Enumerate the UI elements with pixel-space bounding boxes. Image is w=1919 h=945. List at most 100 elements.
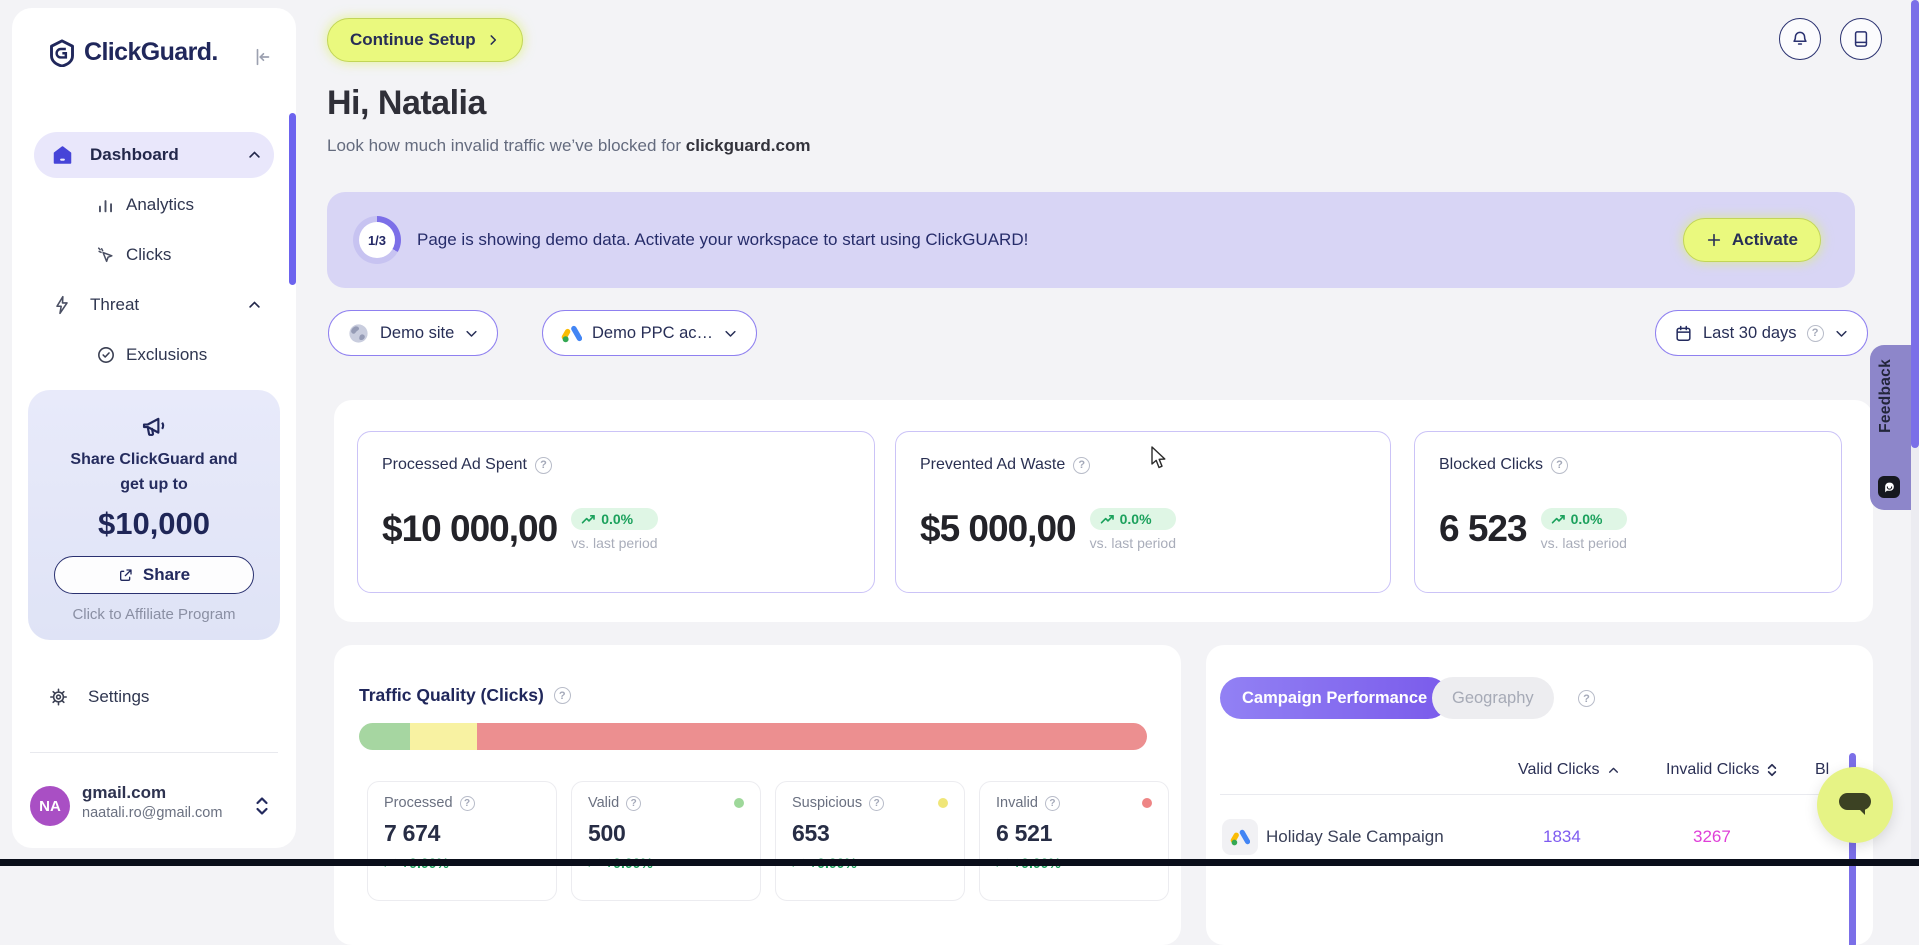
sidebar-item-analytics[interactable]: Analytics [12, 182, 296, 228]
metric-card-invalid: Invalid? 6 521 +0.00% [979, 781, 1169, 901]
lightning-icon [52, 295, 72, 315]
account-menu[interactable]: NA gmail.com naatali.ro@gmail.com [12, 778, 296, 834]
bar-chart-icon [96, 196, 115, 215]
sidebar-item-label: Settings [88, 687, 150, 706]
sidebar-item-dashboard[interactable]: Dashboard [12, 132, 296, 178]
traffic-quality-stacked-bar [359, 723, 1147, 750]
banner-message: Page is showing demo data. Activate your… [417, 230, 1029, 249]
external-link-icon [118, 567, 134, 583]
campaign-name: Holiday Sale Campaign [1266, 827, 1444, 846]
chevron-down-icon [1834, 326, 1849, 341]
campaign-performance-panel: Campaign Performance Geography ? Valid C… [1206, 645, 1873, 945]
site-filter-dropdown[interactable]: Demo site [328, 310, 499, 356]
ppc-account-filter-dropdown[interactable]: Demo PPC ac… [542, 310, 758, 356]
metric-value: 6 521 [996, 820, 1053, 846]
logo: ClickGuard. [48, 38, 218, 67]
logo-text: ClickGuard. [84, 38, 218, 66]
metric-label: Valid [588, 795, 620, 811]
click-cursor-icon [96, 246, 115, 265]
chevron-right-icon [486, 33, 500, 47]
tab-geography[interactable]: Geography [1432, 677, 1554, 719]
chat-launcher-button[interactable] [1817, 767, 1893, 843]
share-button[interactable]: Share [54, 555, 254, 594]
kpi-caption: vs. last period [1089, 535, 1176, 551]
kpi-value: $10 000,00 [382, 508, 558, 549]
kpi-change-badge: 0.0% [1089, 508, 1176, 530]
kpi-change-badge: 0.0% [571, 508, 658, 530]
affiliate-promo-card[interactable]: Share ClickGuard and get up to $10,000 S… [28, 390, 280, 640]
feedback-tab-label: Feedback [1877, 359, 1894, 433]
kpi-change-badge: 0.0% [1540, 508, 1627, 530]
account-email: naatali.ro@gmail.com [82, 805, 223, 821]
kpi-panel: Processed Ad Spent? $10 000,00 0.0% vs. … [334, 400, 1873, 622]
kpi-title: Processed Ad Spent [382, 456, 527, 473]
metric-label: Processed [384, 795, 453, 811]
setup-progress-label: 1/3 [359, 222, 395, 258]
sidebar-item-settings[interactable]: Settings [12, 674, 296, 720]
metric-value: 500 [588, 820, 626, 846]
megaphone-icon [28, 412, 280, 442]
date-range-dropdown[interactable]: Last 30 days ? [1655, 310, 1868, 356]
docs-button[interactable] [1840, 18, 1882, 60]
collapse-sidebar-icon[interactable] [252, 46, 274, 68]
help-icon[interactable]: ? [534, 456, 552, 474]
kpi-caption: vs. last period [571, 535, 658, 551]
sidebar-divider [30, 752, 278, 753]
metric-card-suspicious: Suspicious? 653 +0.00% [775, 781, 965, 901]
traffic-quality-title: Traffic Quality (Clicks) [359, 685, 544, 705]
traffic-quality-panel: Traffic Quality (Clicks) ? Processed? 7 … [334, 645, 1181, 945]
setup-progress-ring: 1/3 [353, 216, 401, 264]
feedback-tab[interactable]: Feedback [1870, 345, 1919, 510]
chevron-up-icon [247, 148, 262, 163]
page-title: Hi, Natalia [327, 84, 486, 122]
chevron-down-icon [464, 326, 479, 341]
invalid-clicks-value: 3267 [1693, 827, 1731, 846]
bottom-edge-bar [0, 859, 1919, 866]
help-icon[interactable]: ? [626, 795, 642, 811]
sort-both-icon [1766, 761, 1778, 779]
plus-icon [1706, 232, 1722, 248]
help-icon[interactable]: ? [1551, 456, 1569, 474]
clickguard-logo-icon [48, 38, 76, 67]
column-header-valid-clicks[interactable]: Valid Clicks [1518, 761, 1620, 779]
sidebar-item-exclusions[interactable]: Exclusions [12, 332, 296, 378]
share-button-label: Share [142, 564, 191, 584]
valid-dot [734, 798, 744, 808]
sidebar-item-threat[interactable]: Threat [12, 282, 296, 328]
gear-icon [48, 687, 69, 708]
help-icon[interactable]: ? [1806, 324, 1824, 342]
help-icon[interactable]: ? [553, 687, 571, 704]
page-scrollbar-thumb[interactable] [1911, 0, 1919, 448]
valid-clicks-value: 1834 [1543, 827, 1581, 846]
promo-headline: Share ClickGuard and get up to [70, 451, 238, 493]
activate-button[interactable]: Activate [1682, 218, 1821, 262]
help-icon[interactable]: ? [1044, 795, 1060, 811]
column-header-blocked-truncated[interactable]: Bl [1815, 761, 1830, 778]
segment-valid [359, 723, 411, 750]
book-icon [1851, 29, 1871, 49]
chevron-up-icon [247, 298, 262, 313]
continue-setup-button[interactable]: Continue Setup [327, 18, 523, 62]
kpi-caption: vs. last period [1540, 535, 1627, 551]
sidebar-item-label: Clicks [126, 245, 172, 264]
help-icon[interactable]: ? [869, 795, 885, 811]
kpi-value: $5 000,00 [920, 508, 1077, 549]
active-nav-pill [34, 132, 274, 178]
kpi-title: Blocked Clicks [1439, 456, 1544, 473]
site-filter-value: Demo site [380, 323, 455, 342]
help-icon[interactable]: ? [459, 795, 475, 811]
account-switcher-icon[interactable] [254, 794, 270, 818]
sidebar-item-label: Exclusions [126, 345, 208, 364]
notifications-button[interactable] [1779, 18, 1821, 60]
kpi-card-blocked-clicks: Blocked Clicks? 6 523 0.0% vs. last peri… [1414, 431, 1842, 593]
help-icon[interactable]: ? [1073, 456, 1091, 474]
sidebar-item-clicks[interactable]: Clicks [12, 232, 296, 278]
continue-setup-label: Continue Setup [350, 30, 476, 49]
table-scrollbar[interactable] [1849, 753, 1856, 945]
page-scrollbar[interactable] [1911, 0, 1919, 866]
help-icon[interactable]: ? [1578, 690, 1595, 707]
tab-campaign-performance[interactable]: Campaign Performance [1220, 677, 1450, 719]
column-header-invalid-clicks[interactable]: Invalid Clicks [1666, 761, 1778, 779]
sidebar-scrollbar[interactable] [289, 113, 296, 285]
subtitle-text: Look how much invalid traffic we’ve bloc… [327, 136, 686, 155]
